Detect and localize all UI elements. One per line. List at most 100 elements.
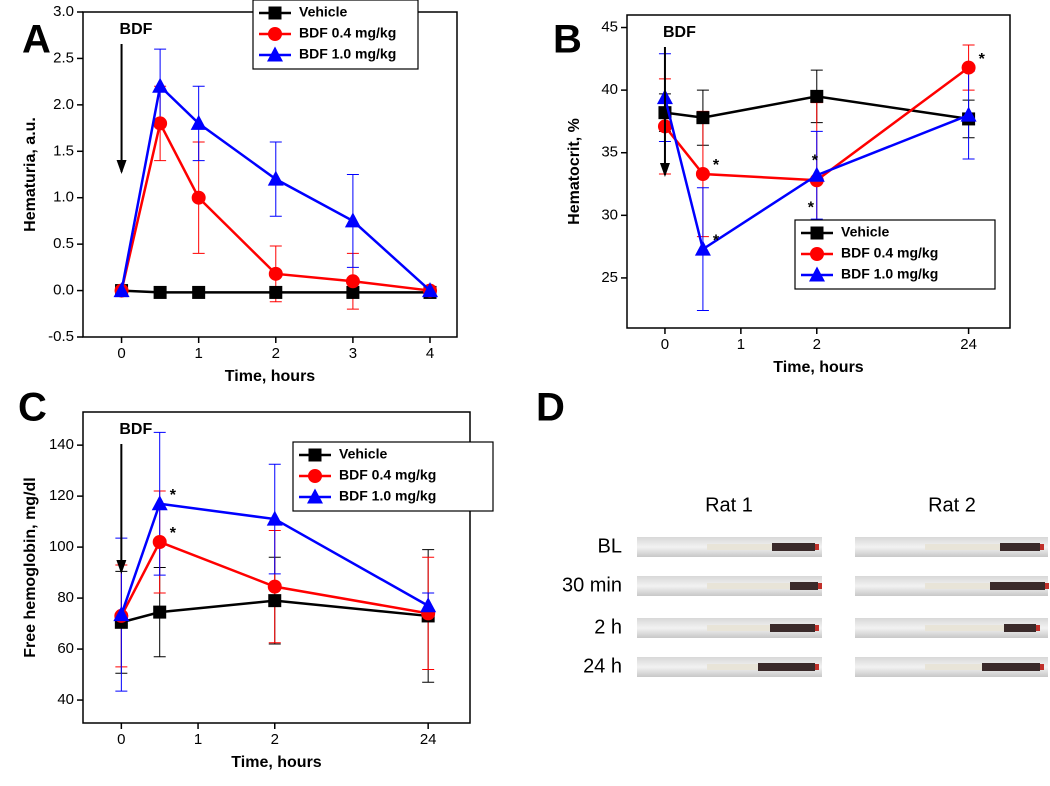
legend-label: BDF 1.0 mg/kg [841,266,938,282]
row-label: 30 min [562,574,622,596]
legend-label: Vehicle [841,224,889,240]
marker [266,510,283,526]
marker [113,606,130,622]
marker [960,106,977,122]
marker [307,488,323,504]
annotation: BDF [663,24,696,41]
marker [153,605,167,619]
x-tick-label: 2 [271,731,279,748]
annotation: BDF [119,421,152,438]
tube-core [707,625,770,631]
blood-tip [815,625,819,631]
marker [152,535,167,550]
legend-label: Vehicle [299,4,347,20]
blood-tip [1040,664,1044,670]
panel-label: D [536,386,565,430]
marker [192,285,206,299]
marker [308,469,322,483]
marker [961,60,976,75]
marker [268,594,282,608]
y-tick-label: -0.5 [48,328,74,345]
marker [153,285,167,299]
y-tick-label: 0.5 [53,235,74,252]
blood [770,624,815,632]
x-axis-title: Time, hours [225,368,315,385]
marker [810,226,824,240]
y-tick-label: 100 [49,538,74,555]
marker [190,114,207,130]
arrow-head [116,160,127,174]
blood-tip [1045,583,1049,589]
significance-mark: * [979,51,986,68]
blood [1000,543,1040,551]
y-tick-label: 120 [49,487,74,504]
significance-mark: * [170,525,177,542]
series-line [120,502,429,616]
blood [982,663,1040,671]
x-tick-label: 1 [194,731,202,748]
blood [758,663,815,671]
blood [772,543,815,551]
y-tick-label: 25 [601,269,618,286]
blood [790,582,818,590]
blood-tip [1036,625,1040,631]
y-tick-label: 1.5 [53,142,74,159]
panel-label: A [22,18,51,62]
marker [810,89,824,103]
marker [810,247,824,261]
blood-tip [818,583,822,589]
panel-label: C [18,386,47,430]
marker [191,190,206,205]
y-tick-label: 35 [601,144,618,161]
blood-tip [1040,544,1044,550]
plot-frame [626,14,1011,329]
x-tick-label: 0 [117,731,125,748]
tube-core [925,625,1004,631]
marker [808,166,825,182]
tube-core [925,544,1000,550]
marker [268,27,282,41]
legend-label: BDF 1.0 mg/kg [339,488,436,504]
marker [695,167,710,182]
marker [345,274,360,289]
series-line [121,599,429,624]
annotation: BDF [120,21,153,38]
marker [420,597,437,613]
blood-tip [815,544,819,550]
tube-core [925,583,990,589]
y-tick-label: 80 [57,589,74,606]
column-label: Rat 2 [928,494,976,516]
arrow-head [116,560,127,574]
series-line [120,119,431,292]
x-axis-title: Time, hours [231,754,321,771]
series-line [664,95,969,121]
y-tick-label: 1.0 [53,189,74,206]
series-line [120,540,429,617]
legend-label: BDF 1.0 mg/kg [299,46,396,62]
row-label: 24 h [583,655,622,677]
legend-label: BDF 0.4 mg/kg [339,467,436,483]
tube-core [707,664,758,670]
x-tick-label: 2 [813,336,821,353]
marker [113,282,130,298]
significance-mark: * [713,232,720,249]
x-tick-label: 2 [272,345,280,362]
y-axis-title: Hematocrit, % [566,118,583,225]
marker [422,282,439,298]
y-tick-label: 140 [49,436,74,453]
y-tick-label: 60 [57,640,74,657]
marker [344,212,361,228]
y-tick-label: 2.5 [53,49,74,66]
plot-frame [82,411,471,724]
y-tick-label: 40 [57,691,74,708]
legend-label: Vehicle [339,446,387,462]
marker [267,170,284,186]
significance-mark: * [808,199,815,216]
marker [308,448,322,462]
y-axis-title: Free hemoglobin, mg/dl [22,477,39,657]
panel-label: B [553,18,582,62]
marker [151,495,168,511]
tube-core [707,544,772,550]
x-tick-label: 4 [426,345,434,362]
